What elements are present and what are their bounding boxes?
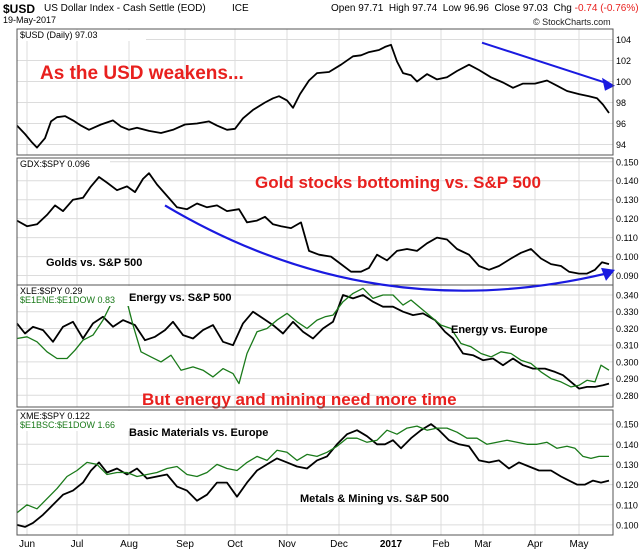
legend-background: [18, 411, 130, 431]
open-value: 97.71: [358, 3, 384, 14]
y-tick-label: 0.310: [616, 341, 639, 351]
y-tick-label: 0.130: [616, 195, 639, 205]
panel-border: [16, 284, 614, 408]
high-label: High: [388, 3, 410, 14]
panel-border: [16, 409, 614, 536]
open-label: Open: [331, 3, 356, 14]
y-tick-label: 0.280: [616, 391, 639, 401]
x-tick-label: Sep: [176, 539, 194, 549]
y-tick-label: 0.090: [616, 271, 639, 281]
trend-arrow-line: [481, 41, 608, 85]
y-tick-label: 94: [616, 140, 626, 150]
y-tick-label: 0.330: [616, 307, 639, 317]
y-tick-label: 0.110: [616, 233, 638, 243]
chg-label: Chg: [553, 3, 572, 14]
ohlc-readout: Open 97.71 High 97.74 Low 96.96 Close 97…: [331, 3, 640, 14]
y-tick-label: 102: [616, 56, 631, 66]
y-tick-label: 0.300: [616, 357, 639, 367]
x-tick-label: Nov: [278, 539, 296, 549]
panel-gdx: 0.090 0.100 0.110 0.120 0.130 0.140 0.150 GDX:$…: [16, 157, 639, 286]
x-tick-label: Jun: [19, 539, 35, 549]
x-tick-label: Jul: [71, 539, 84, 549]
chg-value: -0.74 (-0.76%): [574, 3, 639, 14]
series-line-xle-spy: [16, 294, 610, 390]
panel-background: [17, 29, 613, 155]
close-value: 97.03: [522, 3, 548, 14]
legend-entry: GDX:$SPY 0.096: [20, 159, 90, 169]
annotation-text: As the USD weakens...: [40, 63, 244, 84]
y-tick-label: 0.150: [616, 157, 639, 167]
header-exchange: ICE: [232, 3, 249, 14]
panel-xme: 0.100 0.110 0.120 0.130 0.140 0.150 XME:$SPY 0…: [16, 409, 639, 536]
annotation-text: But energy and mining need more time: [142, 390, 457, 409]
y-tick-label: 0.290: [616, 374, 639, 384]
y-tick-label: 0.150: [616, 420, 639, 430]
legend-entry: XME:$SPY 0.122: [20, 411, 90, 421]
y-tick-label: 104: [616, 35, 631, 45]
header-symbol: $USD: [3, 2, 36, 16]
y-tick-label: 0.120: [616, 214, 639, 224]
legend-background: [18, 159, 110, 170]
legend-background: [18, 30, 146, 41]
y-tick-label: 0.100: [616, 252, 639, 262]
y-tick-label: 0.100: [616, 520, 639, 530]
series-label: Golds vs. S&P 500: [46, 257, 142, 269]
series-label: Energy vs. Europe: [451, 324, 548, 336]
y-tick-label: 0.130: [616, 460, 639, 470]
x-tick-label: May: [570, 539, 589, 549]
series-line-xme-spy: [16, 423, 610, 528]
low-label: Low: [442, 3, 462, 14]
legend-entry: $E1ENE:$E1DOW 0.83: [20, 295, 115, 305]
y-tick-label: 0.140: [616, 440, 639, 450]
header-date: 19-May-2017: [3, 15, 57, 25]
x-tick-label: Oct: [227, 539, 243, 549]
panel-usd: 94 96 98 100 102 104 $USD (Daily) 97.03 As the …: [16, 28, 631, 156]
legend-entry: XLE:$SPY 0.29: [20, 286, 82, 296]
trend-arrow-head: [602, 77, 615, 91]
header-name: US Dollar Index - Cash Settle (EOD): [44, 3, 206, 14]
y-tick-label: 96: [616, 119, 626, 129]
series-line--usd: [16, 43, 610, 149]
close-label: Close: [494, 3, 521, 14]
trend-curve: [164, 204, 606, 292]
series-line--e1bsc-e1dow: [16, 425, 609, 514]
watermark: © StockCharts.com: [533, 17, 611, 27]
y-tick-label: 0.120: [616, 480, 639, 490]
high-value: 97.74: [412, 3, 438, 14]
series-line-gdx-spy: [16, 172, 610, 275]
panel-xle: 0.280 0.290 0.300 0.310 0.320 0.330 0.340 XLE:$…: [16, 284, 639, 409]
series-label: Energy vs. S&P 500: [129, 292, 232, 304]
legend-background: [18, 286, 130, 306]
trend-curve-arrowhead: [601, 267, 615, 281]
y-tick-label: 0.110: [616, 500, 638, 510]
legend-entry: $USD (Daily) 97.03: [20, 30, 98, 40]
x-tick-label: Feb: [432, 539, 450, 549]
annotation-text: Gold stocks bottoming vs. S&P 500: [255, 173, 541, 192]
panel-border: [16, 28, 614, 156]
x-tick-label: Aug: [120, 539, 138, 549]
series-label: Basic Materials vs. Europe: [129, 427, 268, 439]
y-tick-label: 100: [616, 77, 631, 87]
x-tick-label: Dec: [330, 539, 348, 549]
x-tick-label: 2017: [380, 539, 403, 549]
series-label: Metals & Mining vs. S&P 500: [300, 493, 449, 505]
y-tick-label: 98: [616, 98, 626, 108]
panel-background: [17, 158, 613, 285]
legend-entry: $E1BSC:$E1DOW 1.66: [20, 420, 115, 430]
y-tick-label: 0.140: [616, 176, 639, 186]
y-tick-label: 0.340: [616, 291, 639, 301]
x-tick-label: Mar: [474, 539, 492, 549]
x-tick-label: Apr: [527, 539, 543, 549]
y-tick-label: 0.320: [616, 324, 639, 334]
low-value: 96.96: [463, 3, 489, 14]
